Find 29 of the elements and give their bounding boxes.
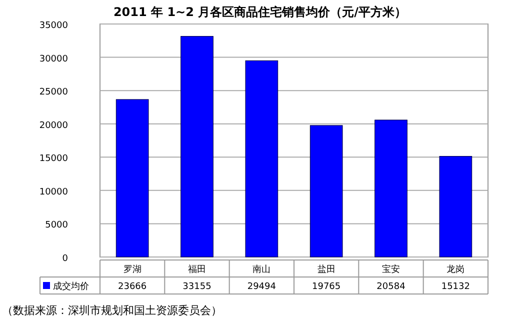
y-tick-label: 35000 xyxy=(39,21,68,31)
y-tick-label: 15000 xyxy=(39,154,68,164)
x-tick-label: 罗湖 xyxy=(123,264,142,275)
data-label: 23666 xyxy=(118,282,147,292)
chart-title: 2011 年 1~2 月各区商品住宅销售均价（元/平方米） xyxy=(113,5,407,19)
x-tick-label: 南山 xyxy=(252,264,271,275)
data-label: 19765 xyxy=(312,282,341,292)
y-tick-label: 10000 xyxy=(39,187,68,198)
text: （数据来源：深圳市规划和国土资源委员会） xyxy=(2,304,222,317)
x-tick-label: 宝安 xyxy=(382,264,400,275)
y-tick-label: 25000 xyxy=(39,88,68,98)
y-tick-label: 5000 xyxy=(45,220,68,231)
legend-label: 成交均价 xyxy=(53,281,89,292)
bar xyxy=(180,36,214,258)
x-tick-label: 盐田 xyxy=(317,264,336,275)
data-label: 29494 xyxy=(247,282,276,292)
y-tick-label: 30000 xyxy=(39,54,68,64)
data-label: 15132 xyxy=(441,282,470,292)
x-tick-label: 龙岗 xyxy=(446,264,465,275)
bar xyxy=(245,60,278,258)
bar xyxy=(439,156,472,258)
bar xyxy=(310,125,343,258)
data-label: 20584 xyxy=(376,282,406,292)
bar xyxy=(374,120,408,258)
bar xyxy=(116,99,149,258)
y-tick-label: 20000 xyxy=(39,120,68,131)
x-tick-label: 福田 xyxy=(188,264,206,275)
y-tick-label: 0 xyxy=(62,254,68,264)
data-label: 33155 xyxy=(182,282,212,292)
